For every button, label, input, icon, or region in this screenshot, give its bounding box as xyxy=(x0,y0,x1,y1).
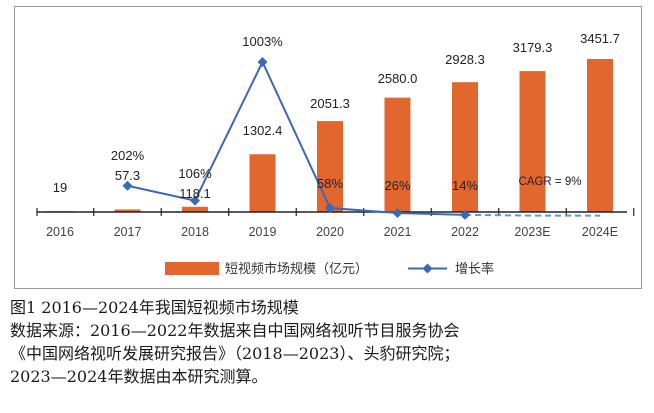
bar-data-label: 57.3 xyxy=(115,168,140,183)
cagr-annotation: CAGR = 9% xyxy=(519,176,582,188)
growth-marker xyxy=(325,203,335,214)
caption-source-1: 数据来源：2016—2022年数据来自中国网络视听节目服务协会 xyxy=(10,321,460,340)
x-tick-label: 2023E xyxy=(514,225,550,239)
x-tick-label: 2020 xyxy=(316,225,344,239)
x-tick-label: 2021 xyxy=(384,225,412,239)
figure-caption: 图1 2016—2024年我国短视频市场规模 数据来源：2016—2022年数据… xyxy=(10,296,650,388)
bar-data-label: 118.1 xyxy=(179,186,211,201)
bar-data-label: 2580.0 xyxy=(378,71,418,86)
growth-data-label: 202% xyxy=(111,148,145,163)
legend-line-label: 增长率 xyxy=(455,261,494,277)
x-tick-label: 2018 xyxy=(181,225,209,239)
growth-data-label: 26% xyxy=(384,178,410,193)
caption-source-3: 2023—2024年数据由本研究测算。 xyxy=(10,367,268,386)
x-tick-label: 2019 xyxy=(249,225,277,239)
chart-frame: 2016 2017 2018 2019 2020 2021 2022 2023E 2024E 19… xyxy=(14,6,642,289)
bar xyxy=(249,154,276,212)
growth-data-label: 106% xyxy=(178,166,212,181)
growth-data-label: 1003% xyxy=(242,34,283,49)
growth-marker xyxy=(122,180,133,191)
bar xyxy=(317,121,343,212)
growth-marker xyxy=(460,209,470,220)
bar xyxy=(182,206,208,212)
growth-line-projected xyxy=(464,213,600,217)
growth-marker xyxy=(257,57,268,67)
bar xyxy=(587,59,613,212)
caption-source-2: 《中国网络视听发展研究报告》（2018—2023）、头豹研究院； xyxy=(10,344,460,363)
bar-data-label: 2051.3 xyxy=(310,96,350,111)
legend-bar-label: 短视频市场规模（亿元） xyxy=(225,261,368,277)
chart-svg: 2016 2017 2018 2019 2020 2021 2022 2023E 2024E 19… xyxy=(36,31,635,277)
legend-bar-swatch xyxy=(165,262,219,275)
legend-line-marker xyxy=(422,263,433,274)
bar-data-label: 3179.3 xyxy=(513,40,553,55)
bar xyxy=(114,209,141,212)
bar-data-label: 2928.3 xyxy=(445,52,485,67)
bar xyxy=(384,97,411,212)
bar xyxy=(519,71,546,212)
x-tick-label: 2016 xyxy=(46,225,74,239)
bar-data-label: 1302.4 xyxy=(243,123,283,138)
bar-data-label: 19 xyxy=(53,180,67,195)
growth-data-label: 58% xyxy=(317,176,343,191)
bar xyxy=(452,82,478,212)
bar-data-label: 3451.7 xyxy=(580,31,620,46)
x-tick-label: 2022 xyxy=(451,225,479,239)
growth-line xyxy=(127,59,466,216)
x-tick-label: 2017 xyxy=(114,225,142,239)
growth-marker xyxy=(392,207,403,218)
x-tick-label: 2024E xyxy=(582,225,618,239)
caption-title: 图1 2016—2024年我国短视频市场规模 xyxy=(10,298,299,317)
growth-marker xyxy=(190,195,200,206)
growth-data-label: 14% xyxy=(452,178,478,193)
